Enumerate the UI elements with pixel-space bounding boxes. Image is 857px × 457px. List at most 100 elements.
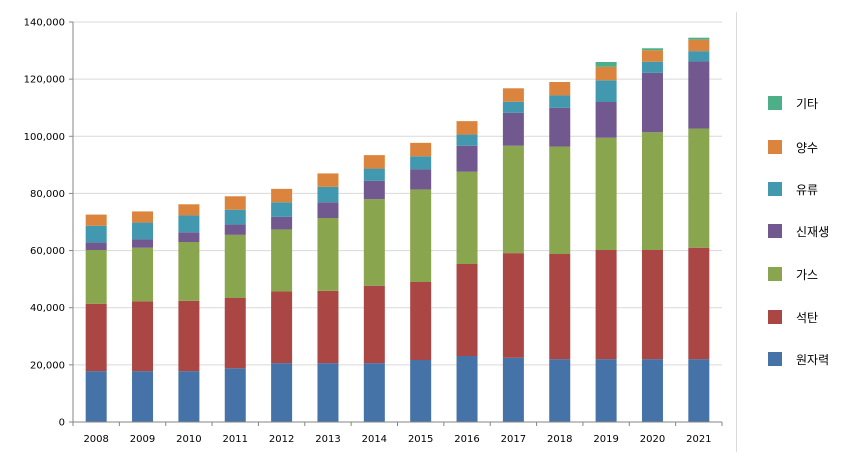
bar-segment [410,360,432,422]
bar-segment [132,247,154,302]
y-tick-labels: 0 20,000 40,000 60,000 80,000 100,000 120,000 1… [24,18,65,429]
bar-segment [456,264,478,356]
legend-swatch-pumped-hydro [768,140,782,154]
bar-segment [688,39,710,52]
bar-segment [456,171,478,264]
bar-segment [178,204,200,216]
y-tick-label: 140,000 [24,18,65,29]
x-tick-label: 2013 [315,434,340,445]
legend-swatch-oil [768,182,782,196]
legend-swatch-coal [768,310,782,324]
bar-segment [224,368,246,422]
bar-stacks [85,37,710,422]
legend-item-pumped-hydro: 양수 [768,137,818,157]
legend-item-gas: 가스 [768,264,818,284]
bar-segment [688,61,710,129]
bar-segment [85,371,107,422]
bar-segment [549,95,571,108]
y-tick-label: 80,000 [30,189,65,200]
bar-segment [456,121,478,135]
legend-label-etc: 기타 [796,96,819,111]
x-tick-label: 2008 [83,434,108,445]
bar-segment [641,359,663,422]
bar-segment [317,202,339,218]
bar-segment [502,112,524,146]
bar-segment [410,282,432,360]
bar-segment [363,168,385,181]
y-tick-label: 120,000 [24,75,65,86]
bar-segment [178,242,200,301]
bar-segment [502,145,524,254]
bar-segment [641,72,663,133]
bar-segment [85,214,107,226]
legend-swatch-gas [768,267,782,281]
bar-segment [410,142,432,157]
legend-item-renewable: 신재생 [768,221,829,241]
bar-segment [688,128,710,248]
bar-segment [224,196,246,210]
bar-segment [132,222,154,240]
bar-segment [363,180,385,200]
x-tick-label: 2020 [640,434,665,445]
y-tick-label: 0 [59,418,65,429]
bar-segment [271,202,293,217]
legend-label-oil: 유류 [796,182,819,197]
bar-segment [595,80,617,102]
bar-segment [502,357,524,422]
bar-segment [317,186,339,203]
bar-segment [271,363,293,422]
legend-item-coal: 석탄 [768,307,818,327]
bar-segment [410,189,432,282]
y-tick-label: 40,000 [30,303,65,314]
bar-segment [595,66,617,81]
y-tick-label: 100,000 [24,132,65,143]
bar-segment [595,250,617,360]
bar-segment [363,155,385,169]
bar-segment [317,363,339,422]
x-tick-label: 2011 [223,434,248,445]
y-tick-label: 60,000 [30,246,65,257]
bar-segment [85,242,107,250]
bar-segment [132,239,154,248]
bar-segment [641,132,663,250]
legend-label-nuclear: 원자력 [796,352,830,367]
bar-segment [271,291,293,364]
bar-segment [178,215,200,233]
bar-segment [641,61,663,73]
legend-divider [736,12,737,452]
bar-segment [363,285,385,364]
bar-segment [549,107,571,147]
axes [69,21,723,426]
x-tick-label: 2010 [176,434,201,445]
legend-swatch-nuclear [768,352,782,366]
bar-segment [456,134,478,146]
x-tick-label: 2014 [362,434,387,445]
bar-segment [132,301,154,372]
bar-segment [224,224,246,235]
gridlines [73,21,722,366]
bar-segment [595,137,617,250]
x-tick-label: 2015 [408,434,433,445]
legend-item-nuclear: 원자력 [768,349,829,369]
bar-segment [688,359,710,422]
x-tick-label: 2012 [269,434,294,445]
bar-segment [178,232,200,242]
bar-segment [641,50,663,62]
x-tick-label: 2017 [501,434,526,445]
x-tick-label: 2018 [547,434,572,445]
x-tick-label: 2019 [593,434,618,445]
bar-segment [595,102,617,138]
bar-segment [317,173,339,187]
bar-segment [502,253,524,358]
x-tick-label: 2016 [454,434,479,445]
bar-segment [363,363,385,422]
legend-item-oil: 유류 [768,179,818,199]
bar-segment [641,250,663,360]
bar-segment [271,216,293,230]
bar-segment [502,101,524,113]
bar-segment [317,218,339,291]
bar-segment [456,145,478,172]
bar-segment [549,82,571,96]
bar-segment [85,303,107,372]
